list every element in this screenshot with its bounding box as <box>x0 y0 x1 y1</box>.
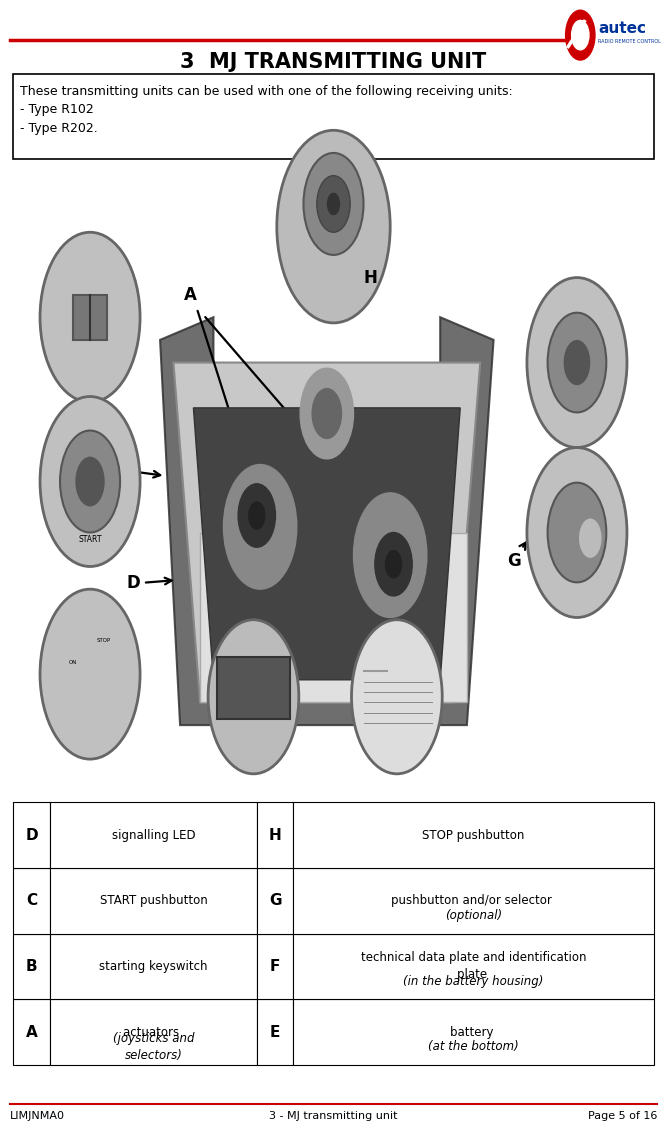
Text: signalling LED: signalling LED <box>111 828 195 842</box>
Text: pushbutton and/or selector: pushbutton and/or selector <box>392 894 556 908</box>
Text: autec: autec <box>598 20 646 36</box>
Bar <box>13 74 654 159</box>
Circle shape <box>572 20 589 50</box>
Circle shape <box>277 130 390 323</box>
Text: START pushbutton: START pushbutton <box>99 894 207 908</box>
Circle shape <box>352 620 442 774</box>
Bar <box>13 868 50 934</box>
Bar <box>257 934 293 999</box>
Text: B: B <box>117 322 139 366</box>
Bar <box>293 868 654 934</box>
Circle shape <box>548 313 606 412</box>
Text: RADIO REMOTE CONTROL: RADIO REMOTE CONTROL <box>598 40 661 44</box>
Text: STOP pushbutton: STOP pushbutton <box>422 828 525 842</box>
Text: Page 5 of 16: Page 5 of 16 <box>588 1111 657 1121</box>
Bar <box>293 934 654 999</box>
Polygon shape <box>173 363 480 702</box>
Polygon shape <box>160 317 494 725</box>
Text: C: C <box>117 461 160 479</box>
Text: H: H <box>364 269 377 287</box>
Circle shape <box>564 340 590 385</box>
Text: A: A <box>26 1024 37 1040</box>
Bar <box>293 802 654 868</box>
Circle shape <box>327 193 340 215</box>
Text: starting keyswitch: starting keyswitch <box>99 960 207 973</box>
Circle shape <box>527 278 627 448</box>
Bar <box>13 934 50 999</box>
Text: (optional): (optional) <box>445 909 502 922</box>
Text: (in the battery housing): (in the battery housing) <box>404 974 544 988</box>
Bar <box>257 999 293 1065</box>
Circle shape <box>548 483 606 582</box>
Text: G: G <box>269 893 281 909</box>
Bar <box>200 533 467 702</box>
Circle shape <box>303 153 364 255</box>
Circle shape <box>375 533 412 596</box>
Bar <box>217 657 290 719</box>
Circle shape <box>317 176 350 232</box>
Text: (at the bottom): (at the bottom) <box>428 1040 519 1054</box>
Text: F: F <box>360 631 376 649</box>
Text: START: START <box>78 535 102 544</box>
Circle shape <box>386 551 402 578</box>
Bar <box>257 868 293 934</box>
Circle shape <box>578 518 602 559</box>
Text: D: D <box>127 574 171 593</box>
Text: F: F <box>270 959 280 974</box>
Polygon shape <box>193 408 460 680</box>
Circle shape <box>40 589 140 759</box>
Bar <box>50 802 257 868</box>
Circle shape <box>40 232 140 402</box>
Text: G: G <box>507 543 526 570</box>
Text: These transmitting units can be used with one of the following receiving units:
: These transmitting units can be used wit… <box>20 85 513 135</box>
Circle shape <box>75 457 105 506</box>
Circle shape <box>238 484 275 547</box>
Text: A: A <box>183 286 197 304</box>
Bar <box>50 868 257 934</box>
Circle shape <box>300 368 354 459</box>
Bar <box>13 176 654 957</box>
Text: H: H <box>269 827 281 843</box>
Text: 3 - MJ transmitting unit: 3 - MJ transmitting unit <box>269 1111 398 1121</box>
Bar <box>293 999 654 1065</box>
Text: B: B <box>26 959 37 974</box>
Text: 3  MJ TRANSMITTING UNIT: 3 MJ TRANSMITTING UNIT <box>180 52 487 73</box>
Circle shape <box>249 502 265 529</box>
Bar <box>50 934 257 999</box>
Text: actuators: actuators <box>123 1025 183 1039</box>
Text: C: C <box>26 893 37 909</box>
Text: technical data plate and identification
plate: technical data plate and identification … <box>361 952 586 981</box>
Circle shape <box>354 493 427 617</box>
Circle shape <box>208 620 299 774</box>
Text: STOP: STOP <box>96 638 111 642</box>
Circle shape <box>527 448 627 617</box>
Bar <box>73 295 107 340</box>
Text: D: D <box>25 827 38 843</box>
Circle shape <box>223 465 297 589</box>
Circle shape <box>566 10 595 60</box>
Circle shape <box>60 431 120 533</box>
Circle shape <box>312 389 342 438</box>
Text: E: E <box>270 1024 280 1040</box>
Text: E: E <box>224 608 239 627</box>
Text: battery: battery <box>450 1025 497 1039</box>
Bar <box>13 999 50 1065</box>
Circle shape <box>40 397 140 566</box>
Bar <box>13 802 50 868</box>
Text: LIMJNMA0: LIMJNMA0 <box>10 1111 65 1121</box>
Text: (joysticks and
selectors): (joysticks and selectors) <box>113 1032 194 1062</box>
Bar <box>50 999 257 1065</box>
Bar <box>257 802 293 868</box>
Text: ON: ON <box>69 661 77 665</box>
